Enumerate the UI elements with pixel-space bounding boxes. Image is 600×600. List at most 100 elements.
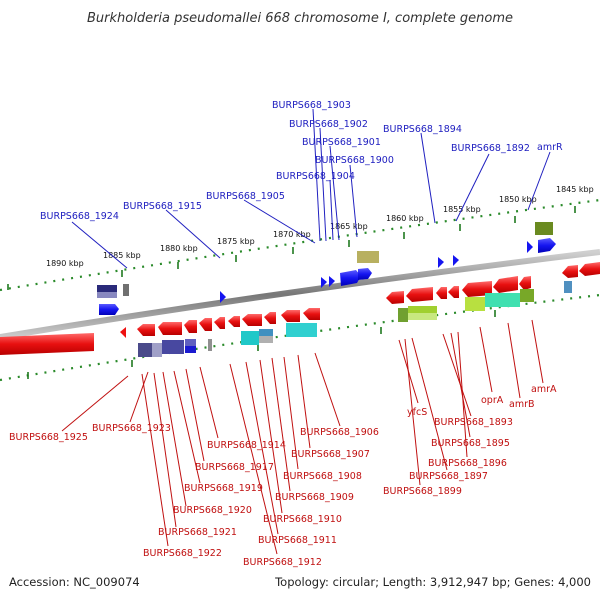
label-leader-line (71, 221, 128, 269)
gene-label: BURPS668_1901 (302, 137, 381, 148)
reverse-gene-arrow (228, 316, 240, 327)
function-box (357, 251, 379, 263)
gene-label: BURPS668_1924 (40, 211, 119, 222)
function-box (465, 297, 485, 311)
function-box (208, 339, 212, 351)
reverse-gene-arrow (303, 308, 320, 320)
label-leader-line (349, 164, 358, 238)
function-box (185, 339, 196, 346)
tick-label: 1890 kbp (46, 259, 84, 268)
forward-gene-arrow (99, 304, 119, 315)
label-leader-line (319, 127, 327, 242)
forward-genes (99, 238, 556, 315)
forward-gene-arrow (538, 238, 556, 253)
function-box (162, 340, 184, 354)
gene-label: BURPS668_1909 (275, 492, 354, 503)
label-leader-line (442, 333, 472, 417)
forward-gene-arrow (527, 241, 533, 253)
function-box (97, 285, 117, 292)
label-leader-line (455, 153, 490, 222)
function-box (535, 222, 553, 235)
label-leader-line (457, 331, 468, 458)
label-leader-line (329, 179, 334, 241)
function-box (185, 346, 196, 353)
label-leader-line (259, 359, 283, 514)
tick-label: 1850 kbp (499, 195, 537, 204)
function-box (152, 343, 162, 357)
gene-label: BURPS668_1912 (243, 557, 322, 568)
reverse-gene-arrow (199, 318, 212, 331)
reverse-gene-arrow (0, 333, 94, 355)
tick-label: 1860 kbp (386, 214, 424, 223)
function-box (564, 281, 572, 293)
gene-label: BURPS668_1904 (276, 171, 355, 182)
gene-label: BURPS668_1896 (428, 458, 507, 469)
function-box (97, 292, 117, 298)
gene-label: yfcS (407, 407, 427, 418)
function-box (123, 284, 129, 296)
gene-label: amrB (509, 399, 535, 410)
gene-label: BURPS668_1922 (143, 548, 222, 559)
gene-label: BURPS668_1905 (206, 191, 285, 202)
label-leader-line (153, 372, 177, 528)
label-leader-line (61, 375, 129, 432)
reverse-gene-arrow (436, 287, 447, 299)
gene-label: BURPS668_1895 (431, 438, 510, 449)
gene-label: BURPS668_1894 (383, 124, 462, 135)
reverse-gene-arrow (158, 322, 182, 335)
gene-label: BURPS668_1911 (258, 535, 337, 546)
function-box (138, 343, 152, 357)
label-leader-line (229, 363, 278, 555)
label-leader-line (245, 361, 279, 535)
label-leader-line (404, 338, 421, 486)
label-leader-line (479, 326, 493, 393)
map-title: Burkholderia pseudomallei 668 chromosome… (87, 11, 513, 26)
function-box (259, 336, 273, 343)
function-box (259, 329, 273, 336)
reverse-gene-arrow (448, 286, 459, 298)
gene-label: BURPS668_1910 (263, 514, 342, 525)
gene-label: BURPS668_1903 (272, 100, 351, 111)
label-leader-line (411, 337, 448, 471)
label-leader-line (162, 371, 187, 507)
gene-label: BURPS668_1919 (184, 483, 263, 494)
gene-label: BURPS668_1907 (291, 449, 370, 460)
tick-label: 1885 kbp (103, 251, 141, 260)
label-leader-line (507, 322, 521, 399)
tick-label: 1865 kbp (330, 222, 368, 231)
function-box (286, 323, 317, 337)
function-box (408, 313, 437, 320)
gene-label: BURPS668_1900 (315, 155, 394, 166)
gene-label: BURPS668_1893 (434, 417, 513, 428)
function-box (241, 331, 259, 345)
label-leader-line (420, 132, 436, 224)
reverse-function-boxes (138, 281, 572, 357)
label-leader-line (185, 368, 205, 462)
gene-label: BURPS668_1920 (173, 505, 252, 516)
gene-label: BURPS668_1897 (409, 471, 488, 482)
label-leader-line (312, 108, 321, 242)
gene-label: oprA (481, 395, 504, 406)
reverse-gene-arrow (264, 312, 276, 324)
gene-label: BURPS668_1908 (283, 471, 362, 482)
function-box (398, 308, 408, 322)
gene-label: BURPS668_1902 (289, 119, 368, 130)
reverse-gene-arrow (579, 262, 600, 276)
label-leader-line (329, 145, 340, 241)
forward-gene-arrow (453, 255, 459, 266)
reverse-gene-arrow (184, 320, 197, 333)
genome-summary-text: Topology: circular; Length: 3,912,947 bp… (274, 575, 591, 589)
gene-label: BURPS668_1906 (300, 427, 379, 438)
reverse-gene-arrow (519, 276, 531, 290)
reverse-gene-arrow (120, 327, 126, 338)
gene-label: BURPS668_1914 (207, 440, 286, 451)
forward-gene-arrow (329, 276, 335, 287)
forward-gene-arrow (321, 277, 327, 288)
gene-label: BURPS668_1921 (158, 527, 237, 538)
forward-gene-arrow (340, 270, 361, 286)
forward-gene-arrow (438, 257, 444, 268)
gene-label: BURPS668_1917 (195, 462, 274, 473)
reverse-gene-arrow (386, 291, 404, 304)
function-box (520, 289, 534, 302)
